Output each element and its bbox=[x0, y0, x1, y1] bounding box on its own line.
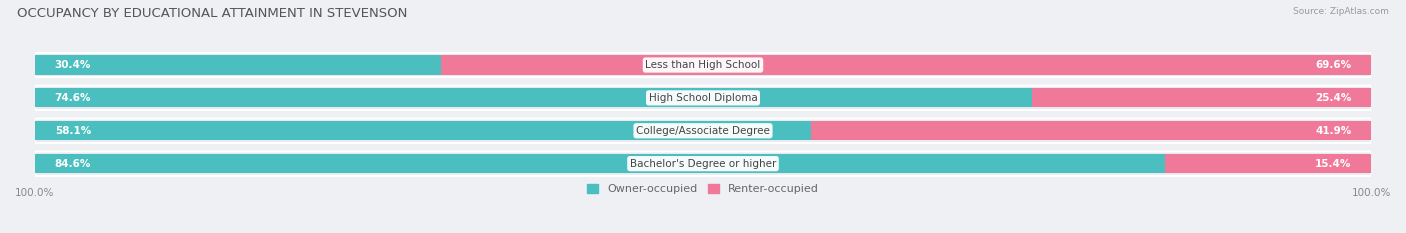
Text: Source: ZipAtlas.com: Source: ZipAtlas.com bbox=[1294, 7, 1389, 16]
Bar bbox=[35, 55, 1371, 75]
Bar bbox=[441, 55, 1371, 75]
Text: 25.4%: 25.4% bbox=[1315, 93, 1351, 103]
Bar bbox=[35, 154, 1371, 173]
FancyBboxPatch shape bbox=[35, 86, 1371, 110]
Bar bbox=[35, 88, 1371, 107]
Text: Bachelor's Degree or higher: Bachelor's Degree or higher bbox=[630, 159, 776, 169]
Bar bbox=[1166, 154, 1371, 173]
FancyBboxPatch shape bbox=[35, 119, 1371, 143]
Text: 30.4%: 30.4% bbox=[55, 60, 91, 70]
Bar bbox=[35, 121, 811, 140]
Bar bbox=[35, 121, 1371, 140]
FancyBboxPatch shape bbox=[35, 53, 1371, 77]
Text: College/Associate Degree: College/Associate Degree bbox=[636, 126, 770, 136]
Text: 58.1%: 58.1% bbox=[55, 126, 91, 136]
Bar bbox=[35, 154, 1166, 173]
Legend: Owner-occupied, Renter-occupied: Owner-occupied, Renter-occupied bbox=[586, 184, 820, 194]
Text: 69.6%: 69.6% bbox=[1315, 60, 1351, 70]
Bar bbox=[35, 55, 441, 75]
Bar bbox=[811, 121, 1371, 140]
Bar bbox=[1032, 88, 1371, 107]
Text: 15.4%: 15.4% bbox=[1315, 159, 1351, 169]
Text: 41.9%: 41.9% bbox=[1315, 126, 1351, 136]
Bar bbox=[35, 88, 1032, 107]
Text: OCCUPANCY BY EDUCATIONAL ATTAINMENT IN STEVENSON: OCCUPANCY BY EDUCATIONAL ATTAINMENT IN S… bbox=[17, 7, 408, 20]
Text: High School Diploma: High School Diploma bbox=[648, 93, 758, 103]
FancyBboxPatch shape bbox=[35, 151, 1371, 176]
Text: Less than High School: Less than High School bbox=[645, 60, 761, 70]
Text: 84.6%: 84.6% bbox=[55, 159, 91, 169]
Text: 74.6%: 74.6% bbox=[55, 93, 91, 103]
